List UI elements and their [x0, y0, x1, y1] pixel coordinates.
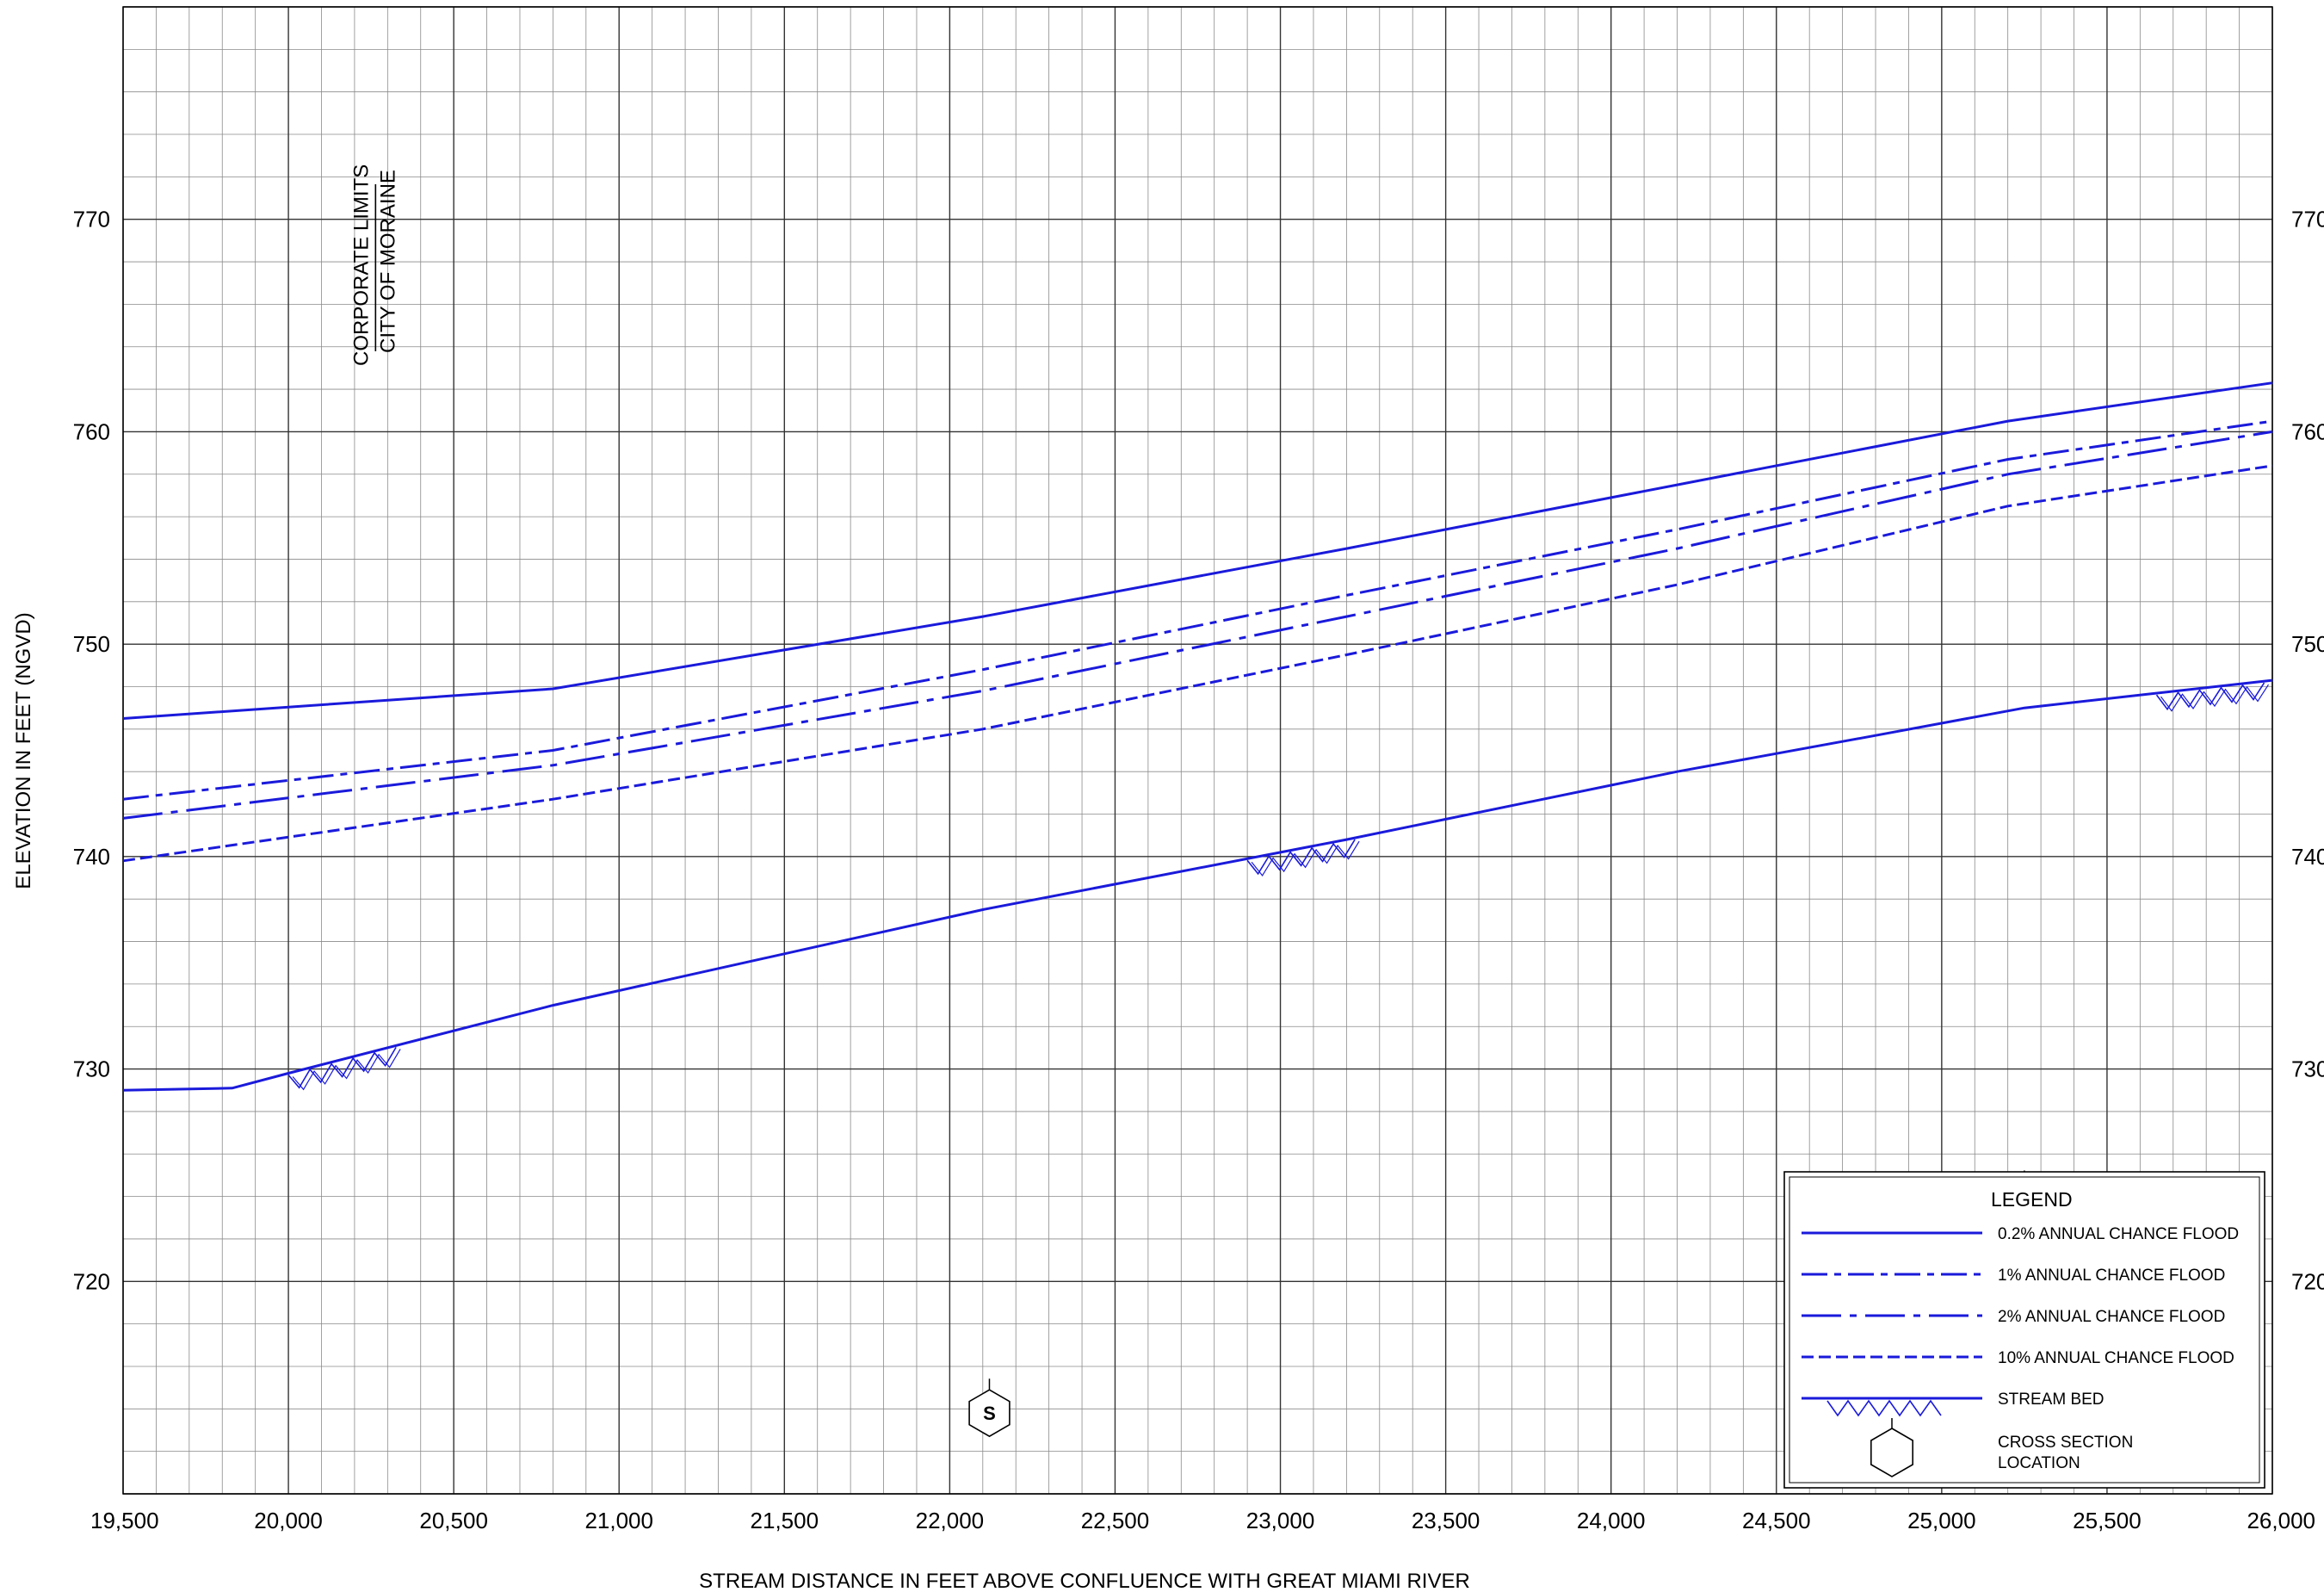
legend-entry-label: STREAM BED: [1998, 1391, 2105, 1409]
y-tick-label-left: 770: [73, 207, 110, 232]
x-tick-label: 26,000: [2247, 1508, 2315, 1533]
x-tick-label: 20,000: [254, 1508, 323, 1533]
legend-title: LEGEND: [1991, 1188, 2073, 1211]
x-tick-label: 21,000: [584, 1508, 653, 1533]
x-tick-label: 22,500: [1081, 1508, 1150, 1533]
legend: LEGEND 0.2% ANNUAL CHANCE FLOOD 1% ANNUAL …: [1784, 1172, 2265, 1488]
x-tick-label: 25,500: [2073, 1508, 2142, 1533]
y-tick-label-right: 720: [2291, 1268, 2324, 1294]
y-tick-label-right: 730: [2291, 1056, 2324, 1082]
x-tick-label: 24,000: [1577, 1508, 1646, 1533]
y-tick-label-right: 750: [2291, 631, 2324, 657]
legend-entry-label: 1% ANNUAL CHANCE FLOOD: [1998, 1267, 2225, 1285]
x-tick-label: 24,500: [1742, 1508, 1811, 1533]
legend-cross-section-label: LOCATION: [1998, 1454, 2080, 1472]
city-name-label: CITY OF MORAINE: [376, 170, 399, 353]
x-tick-label: 25,000: [1907, 1508, 1976, 1533]
cross-section-letter: S: [983, 1403, 996, 1424]
x-tick-label: 19,500: [90, 1508, 159, 1533]
corporate-limits-label: CORPORATE LIMITS: [350, 164, 374, 366]
legend-cross-section-label: CROSS SECTION: [1998, 1434, 2133, 1452]
legend-entry-label: 2% ANNUAL CHANCE FLOOD: [1998, 1308, 2225, 1326]
y-tick-label-left: 730: [73, 1056, 110, 1082]
y-tick-label-left: 760: [73, 418, 110, 444]
x-tick-label: 20,500: [419, 1508, 488, 1533]
y-tick-label-right: 760: [2291, 418, 2324, 444]
legend-entry-label: 0.2% ANNUAL CHANCE FLOOD: [1998, 1225, 2239, 1243]
x-tick-label: 23,000: [1246, 1508, 1315, 1533]
y-tick-label-left: 720: [73, 1268, 110, 1294]
legend-entry-label: 10% ANNUAL CHANCE FLOOD: [1998, 1349, 2234, 1367]
x-tick-label: 21,500: [751, 1508, 819, 1533]
y-axis-title: ELEVATION IN FEET (NGVD): [12, 612, 35, 889]
x-tick-label: 22,000: [916, 1508, 985, 1533]
x-tick-label: 23,500: [1412, 1508, 1480, 1533]
y-tick-label-left: 740: [73, 844, 110, 870]
y-tick-label-right: 740: [2291, 844, 2324, 870]
x-axis-title: STREAM DISTANCE IN FEET ABOVE CONFLUENCE…: [699, 1570, 1470, 1592]
y-tick-label-left: 750: [73, 631, 110, 657]
y-tick-label-right: 770: [2291, 207, 2324, 232]
